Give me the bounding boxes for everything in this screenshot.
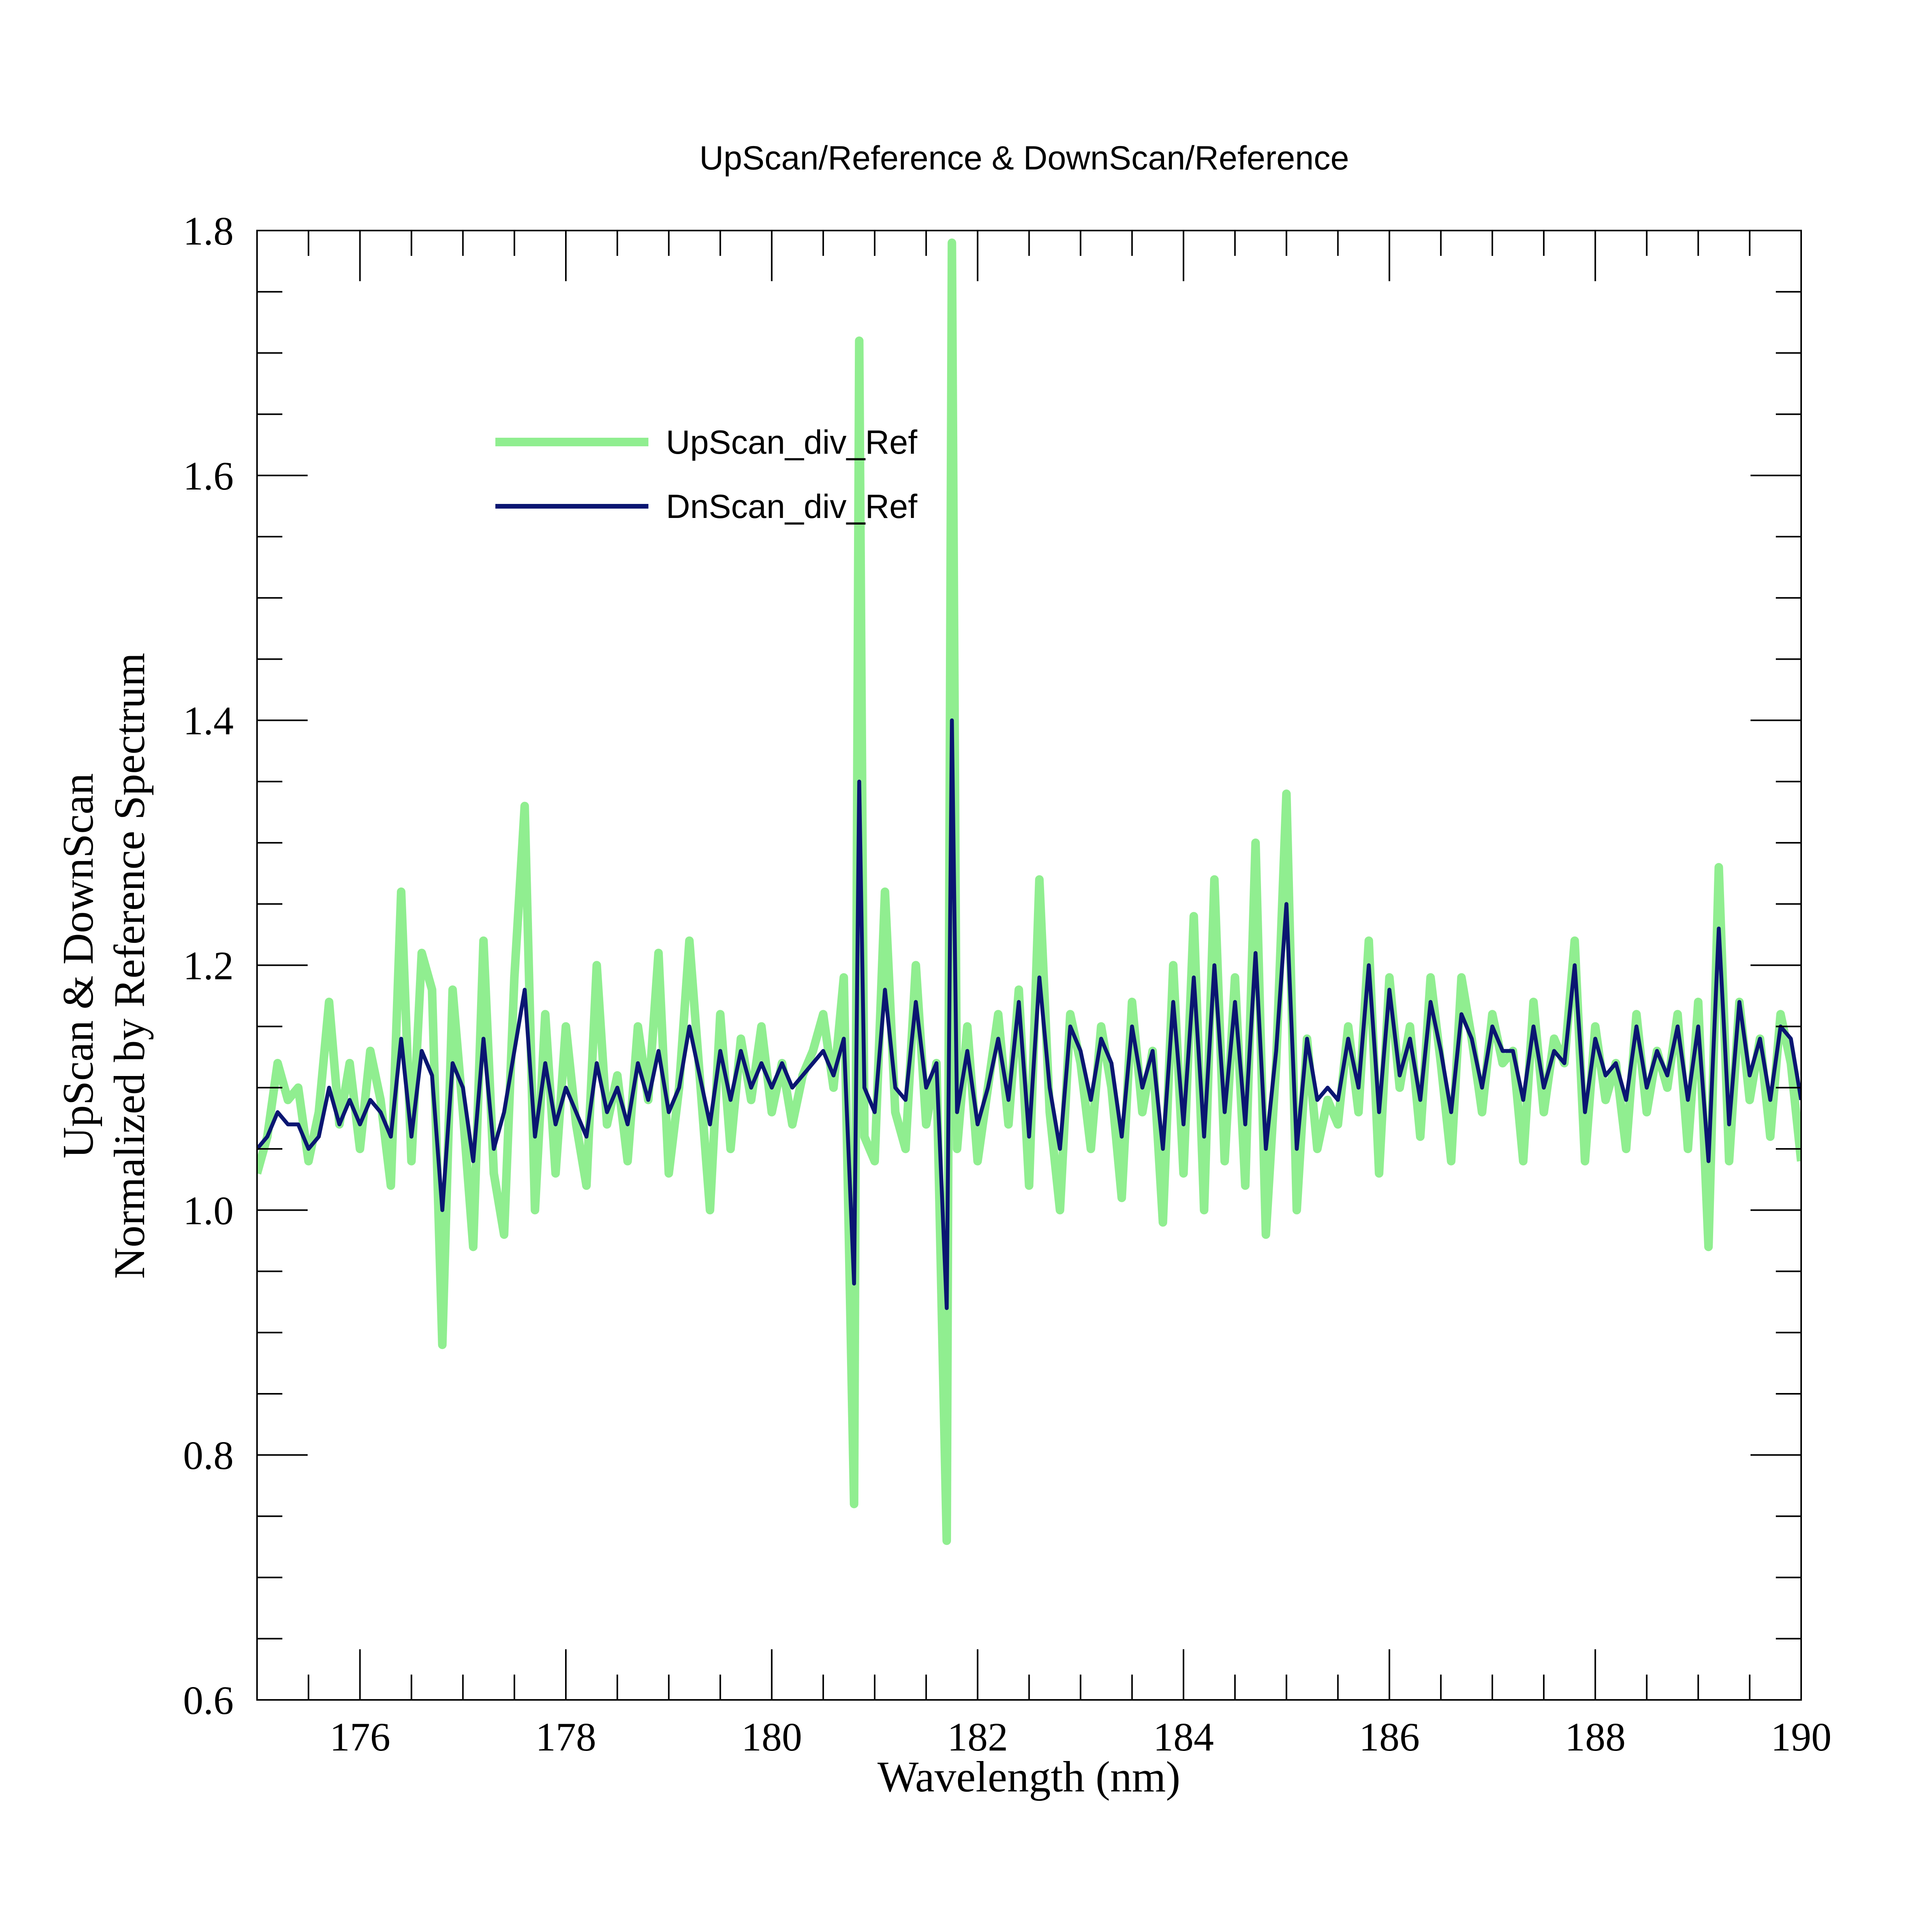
legend: UpScan_div_Ref DnScan_div_Ref	[495, 424, 918, 525]
y-tick-label: 1.2	[183, 944, 234, 988]
y-tick-label: 1.4	[183, 699, 234, 743]
x-tick-label: 180	[741, 1715, 802, 1759]
x-tick-label: 182	[947, 1715, 1008, 1759]
y-axis-label-line-2: Normalized by Reference Spectrum	[106, 653, 154, 1279]
legend-label-dnscan: DnScan_div_Ref	[666, 488, 918, 525]
legend-label-upscan: UpScan_div_Ref	[666, 424, 918, 461]
y-axis-label-line-1: UpScan & DownScan	[54, 773, 102, 1158]
plot-area	[257, 238, 1801, 1545]
y-tick-label: 0.6	[183, 1678, 234, 1723]
series-line-dnscan-div-ref	[257, 718, 1801, 1310]
y-tick-label: 1.0	[183, 1188, 234, 1233]
axis-ticks	[256, 230, 1802, 1701]
x-tick-label: 178	[535, 1715, 596, 1759]
y-tick-label: 0.8	[183, 1433, 234, 1478]
x-tick-label: 186	[1359, 1715, 1420, 1759]
x-tick-label: 176	[329, 1715, 390, 1759]
y-tick-label: 1.6	[183, 454, 234, 498]
y-tick-label: 1.8	[183, 209, 234, 254]
x-axis-label: Wavelength (nm)	[877, 1753, 1180, 1801]
x-tick-label: 190	[1771, 1715, 1832, 1759]
x-tick-label: 184	[1153, 1715, 1214, 1759]
plot-frame	[256, 230, 1802, 1701]
x-tick-label: 188	[1565, 1715, 1626, 1759]
tick-labels: 176 178 180 182 184 186 188 190 0.6 0.8 1.0 1.2 1.4 1…	[183, 209, 1832, 1759]
chart-title: UpScan/Reference & DownScan/Reference	[699, 139, 1349, 177]
